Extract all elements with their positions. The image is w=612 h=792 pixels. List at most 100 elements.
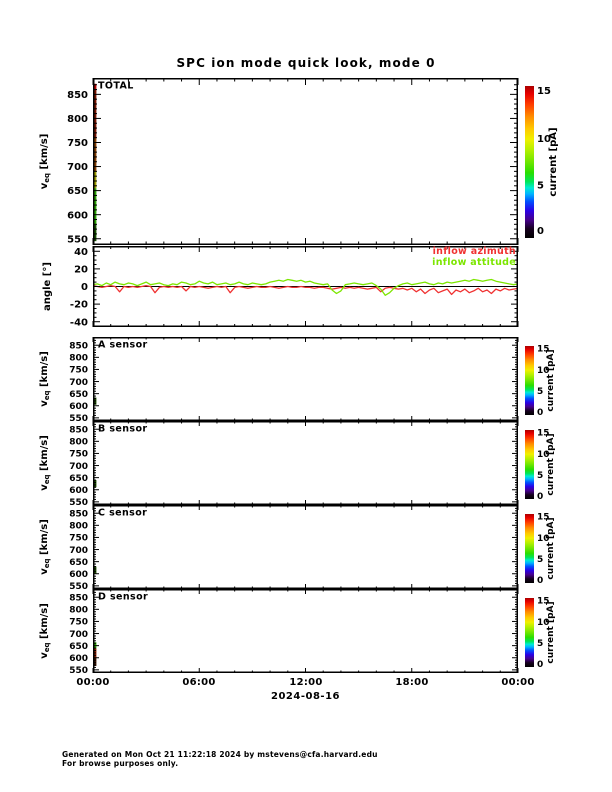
panel-b: 550 600 650 700 750 800 850 B sensor veq [km/s] 0… — [39, 421, 556, 508]
y-tick-label: 750 — [69, 534, 88, 544]
y-axis-label-a: veq [km/s] — [39, 351, 51, 407]
y-tick-label: 0 — [81, 282, 88, 293]
colorbar-tick-label: 15 — [537, 344, 550, 354]
footer-generated-line: Generated on Mon Oct 21 11:22:18 2024 by… — [62, 750, 378, 759]
y-tick-label: 700 — [69, 378, 88, 388]
y-tick-label: 650 — [69, 474, 88, 484]
y-tick-label: 40 — [74, 247, 88, 258]
y-tick-label: 850 — [67, 90, 88, 101]
colorbar-axis-label: current [pA] — [548, 127, 559, 196]
data-column-segment — [94, 657, 97, 666]
legend-inflow-azimuth: inflow azimuth — [432, 246, 516, 257]
data-column-segment — [94, 224, 97, 242]
y-axis-label-angle: angle [°] — [42, 262, 53, 311]
colorbar-tick-label: 10 — [537, 366, 550, 376]
colorbar-tick-label: 0 — [537, 408, 543, 418]
footer-browse-line: For browse purposes only. — [62, 758, 179, 768]
panel-title-a: A sensor — [98, 340, 148, 351]
panel-total: 550 600 650 700 750 800 850 TOTAL veq [km/s] 0 5 10… — [39, 78, 559, 245]
panel-angle: -40 -20 0 20 40 angle [°] — [42, 246, 519, 328]
y-tick-label: 700 — [69, 546, 88, 556]
panel-c: 550 600 650 700 750 800 850 C sensor veq [km/s] 0… — [39, 505, 556, 592]
inflow-azimuth-trace — [94, 284, 517, 296]
colorbar-tick-label: 10 — [537, 534, 550, 544]
y-tick-label: 650 — [69, 642, 88, 652]
x-tick-label-1800: 18:00 — [395, 677, 429, 688]
y-axis-label-total: veq [km/s] — [39, 134, 51, 190]
y-tick-label: 700 — [69, 462, 88, 472]
y-tick-label: 800 — [69, 606, 88, 616]
colorbar-axis-label: current [pA] — [546, 433, 556, 495]
y-tick-label: 800 — [69, 438, 88, 448]
y-tick-label: 700 — [69, 630, 88, 640]
y-tick-label: 600 — [67, 210, 88, 221]
y-tick-label: 750 — [69, 618, 88, 628]
angle-legend: inflow azimuth inflow attitude — [432, 246, 516, 268]
y-axis-label-b: veq [km/s] — [39, 435, 51, 491]
panel-frame — [93, 505, 518, 589]
data-column-segment — [94, 83, 97, 90]
x-axis-date-label: 2024-08-16 — [271, 691, 340, 702]
data-column-segment — [94, 137, 97, 172]
inflow-attitude-trace — [94, 278, 517, 296]
y-tick-label: 650 — [67, 186, 88, 197]
x-tick-label-0000b: 00:00 — [501, 677, 535, 688]
data-column-segment — [94, 566, 97, 574]
panel-title-total: TOTAL — [98, 81, 134, 92]
colorbar-c — [525, 514, 534, 583]
colorbar-b — [525, 430, 534, 499]
panel-d: 550 600 650 700 750 800 850 D sensor veq [km/s] 0… — [39, 589, 556, 676]
y-tick-label: 750 — [69, 450, 88, 460]
colorbar-tick-label: 0 — [537, 492, 543, 502]
y-tick-label: 650 — [69, 558, 88, 568]
colorbar-axis-label: current [pA] — [546, 349, 556, 411]
colorbar-tick-label: 10 — [537, 450, 550, 460]
colorbar-tick-label: 15 — [537, 512, 550, 522]
y-tick-label: 850 — [69, 425, 88, 435]
y-tick-label: 600 — [69, 654, 88, 664]
colorbar-tick-label: 5 — [537, 471, 543, 481]
y-tick-label: 20 — [74, 264, 88, 275]
colorbar-a — [525, 346, 534, 415]
x-tick-label-0600: 06:00 — [182, 677, 216, 688]
y-tick-label: 650 — [69, 390, 88, 400]
panel-title-c: C sensor — [98, 508, 147, 519]
panel-frame — [93, 337, 518, 421]
y-tick-label: 550 — [69, 666, 88, 676]
data-column-segment — [94, 188, 97, 225]
colorbar-tick-label: 10 — [537, 134, 551, 145]
y-tick-label: 850 — [69, 509, 88, 519]
y-tick-label: 800 — [69, 522, 88, 532]
x-tick-label-1200: 12:00 — [289, 677, 323, 688]
panel-title-d: D sensor — [98, 592, 148, 603]
y-tick-label: 800 — [67, 114, 88, 125]
panel-title-b: B sensor — [98, 424, 147, 435]
y-tick-label: 550 — [69, 498, 88, 508]
y-tick-label: 550 — [67, 234, 88, 245]
page-title: SPC ion mode quick look, mode 0 — [176, 56, 436, 70]
y-tick-label: 600 — [69, 486, 88, 496]
panel-frame — [93, 589, 518, 673]
panel-frame — [93, 78, 518, 245]
y-tick-label: -20 — [70, 300, 88, 311]
colorbar-tick-label: 10 — [537, 618, 550, 628]
y-tick-label: -40 — [70, 317, 88, 328]
colorbar-tick-label: 15 — [537, 596, 550, 606]
y-tick-label: 700 — [67, 162, 88, 173]
y-tick-label: 550 — [69, 582, 88, 592]
colorbar-axis-label: current [pA] — [546, 517, 556, 579]
panel-frame — [93, 421, 518, 505]
colorbar-tick-label: 0 — [537, 576, 543, 586]
x-tick-label-0000a: 00:00 — [76, 677, 110, 688]
colorbar-tick-label: 5 — [537, 555, 543, 565]
colorbar-tick-label: 15 — [537, 86, 551, 97]
y-tick-label: 750 — [67, 138, 88, 149]
y-tick-label: 600 — [69, 402, 88, 412]
y-axis-label-c: veq [km/s] — [39, 519, 51, 575]
y-tick-label: 850 — [69, 593, 88, 603]
colorbar-total — [525, 86, 534, 238]
colorbar-tick-label: 0 — [537, 660, 543, 670]
panel-a: 550 600 650 700 750 800 850 A sensor veq [km/s] 0… — [39, 337, 556, 424]
colorbar-tick-label: 15 — [537, 428, 550, 438]
